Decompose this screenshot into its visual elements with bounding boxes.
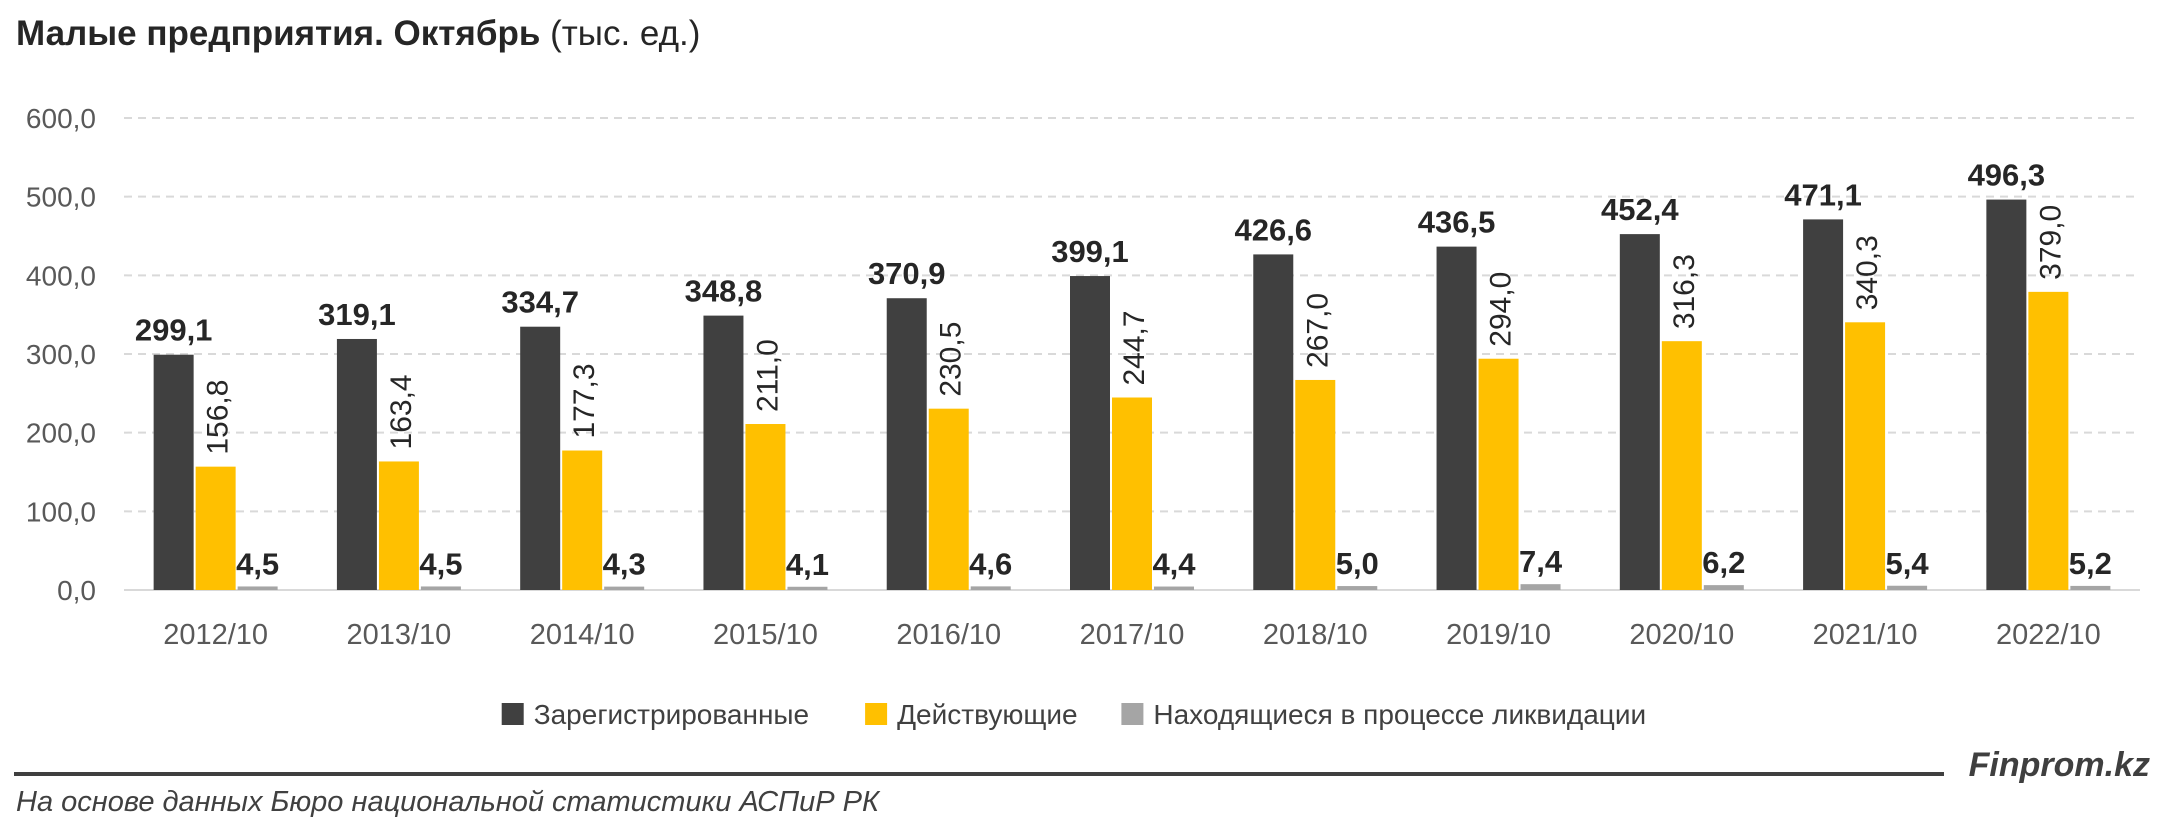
legend-swatch bbox=[1121, 703, 1144, 725]
data-label-liquidation: 5,4 bbox=[1886, 546, 1930, 581]
data-label-active: 316,3 bbox=[1668, 254, 1701, 329]
data-label-registered: 348,8 bbox=[685, 274, 763, 309]
x-tick-label: 2013/10 bbox=[346, 619, 451, 651]
bar-registered bbox=[1803, 219, 1844, 590]
bar-registered bbox=[886, 298, 927, 590]
data-label-registered: 496,3 bbox=[1968, 158, 2046, 193]
bar-registered bbox=[520, 326, 561, 590]
y-tick-label: 300,0 bbox=[26, 339, 96, 370]
bar-registered bbox=[1070, 276, 1110, 590]
data-label-registered: 471,1 bbox=[1784, 177, 1862, 212]
data-label-active: 230,5 bbox=[935, 322, 968, 397]
data-label-liquidation: 6,2 bbox=[1702, 545, 1745, 580]
bar-liquidation bbox=[1887, 585, 1928, 590]
data-label-liquidation: 4,5 bbox=[236, 546, 279, 581]
bar-liquidation bbox=[237, 586, 278, 590]
x-tick-label: 2016/10 bbox=[896, 619, 1001, 651]
data-label-active: 379,0 bbox=[2034, 205, 2067, 280]
chart-title-main: Малые предприятия. Октябрь bbox=[16, 14, 541, 53]
y-tick-label: 500,0 bbox=[26, 182, 96, 213]
data-label-active: 294,0 bbox=[1485, 272, 1518, 347]
x-tick-label: 2012/10 bbox=[163, 619, 268, 651]
data-label-active: 267,0 bbox=[1301, 293, 1334, 368]
y-tick-label: 100,0 bbox=[26, 496, 96, 527]
x-tick-label: 2022/10 bbox=[1996, 619, 2101, 651]
legend-swatch bbox=[501, 703, 524, 725]
legend-label: Действующие bbox=[897, 699, 1078, 730]
y-tick-label: 0,0 bbox=[57, 575, 96, 606]
data-label-liquidation: 5,0 bbox=[1336, 546, 1379, 581]
data-label-liquidation: 4,5 bbox=[419, 546, 462, 581]
data-label-registered: 299,1 bbox=[135, 313, 213, 348]
bar-liquidation bbox=[1154, 586, 1194, 590]
bar-registered bbox=[1986, 199, 2027, 590]
data-label-active: 211,0 bbox=[751, 339, 784, 412]
bar-registered bbox=[153, 354, 194, 590]
x-tick-label: 2015/10 bbox=[713, 619, 818, 651]
bar-liquidation bbox=[1520, 584, 1561, 590]
bar-active bbox=[928, 408, 969, 590]
data-label-registered: 452,4 bbox=[1601, 192, 1679, 227]
bar-registered bbox=[703, 315, 744, 590]
data-label-active: 244,7 bbox=[1118, 310, 1151, 385]
bar-liquidation bbox=[420, 586, 461, 590]
bar-active bbox=[1845, 322, 1886, 590]
bar-liquidation bbox=[1337, 586, 1378, 590]
data-label-registered: 319,1 bbox=[318, 297, 396, 332]
bar-liquidation bbox=[604, 586, 645, 590]
data-label-active: 177,3 bbox=[568, 363, 601, 438]
data-label-registered: 436,5 bbox=[1418, 205, 1496, 240]
source-note: На основе данных Бюро национальной стати… bbox=[16, 786, 880, 818]
data-label-liquidation: 4,1 bbox=[786, 547, 829, 582]
y-tick-label: 600,0 bbox=[26, 103, 96, 134]
chart-title-unit: (тыс. ед.) bbox=[550, 14, 701, 53]
bar-active bbox=[1112, 397, 1152, 590]
brand-logo-text: Finprom.kz bbox=[1968, 746, 2150, 784]
data-label-liquidation: 4,6 bbox=[969, 546, 1012, 581]
x-tick-label: 2017/10 bbox=[1080, 619, 1185, 651]
data-label-registered: 334,7 bbox=[501, 285, 579, 320]
data-label-liquidation: 4,3 bbox=[603, 547, 646, 582]
legend-label: Находящиеся в процессе ликвидации bbox=[1153, 699, 1646, 730]
y-tick-label: 400,0 bbox=[26, 260, 96, 291]
data-label-registered: 370,9 bbox=[868, 256, 946, 291]
bar-registered bbox=[1253, 254, 1294, 590]
bar-liquidation bbox=[2070, 585, 2111, 590]
bar-active bbox=[1295, 379, 1336, 590]
bar-active bbox=[562, 450, 603, 590]
bar-active bbox=[378, 461, 419, 590]
bar-registered bbox=[1436, 246, 1477, 590]
bar-active bbox=[1661, 341, 1702, 590]
bar-liquidation bbox=[970, 586, 1011, 590]
data-label-active: 163,4 bbox=[385, 374, 418, 449]
x-tick-label: 2018/10 bbox=[1263, 619, 1368, 651]
bar-active bbox=[745, 424, 786, 590]
data-label-registered: 426,6 bbox=[1234, 212, 1312, 247]
bar-liquidation bbox=[1703, 585, 1744, 590]
x-tick-label: 2020/10 bbox=[1629, 619, 1734, 651]
data-label-active: 156,8 bbox=[202, 380, 235, 455]
data-label-active: 340,3 bbox=[1851, 235, 1884, 310]
bar-registered bbox=[336, 338, 377, 590]
data-label-registered: 399,1 bbox=[1051, 234, 1129, 269]
y-tick-label: 200,0 bbox=[26, 418, 96, 449]
legend-label: Зарегистрированные bbox=[534, 699, 809, 730]
bar-liquidation bbox=[787, 586, 828, 590]
data-label-liquidation: 4,4 bbox=[1152, 547, 1196, 582]
bar-active bbox=[1478, 358, 1519, 590]
bar-active bbox=[2028, 291, 2069, 590]
x-tick-label: 2019/10 bbox=[1446, 619, 1551, 651]
data-label-liquidation: 7,4 bbox=[1519, 544, 1563, 579]
x-tick-label: 2014/10 bbox=[530, 619, 635, 651]
footer-divider bbox=[14, 772, 1944, 776]
bar-registered bbox=[1619, 234, 1660, 590]
legend-swatch bbox=[865, 703, 888, 725]
data-label-liquidation: 5,2 bbox=[2069, 546, 2112, 581]
bar-active bbox=[195, 466, 236, 590]
chart-title: Малые предприятия. Октябрь (тыс. ед.) bbox=[16, 14, 700, 54]
x-tick-label: 2021/10 bbox=[1813, 619, 1918, 651]
